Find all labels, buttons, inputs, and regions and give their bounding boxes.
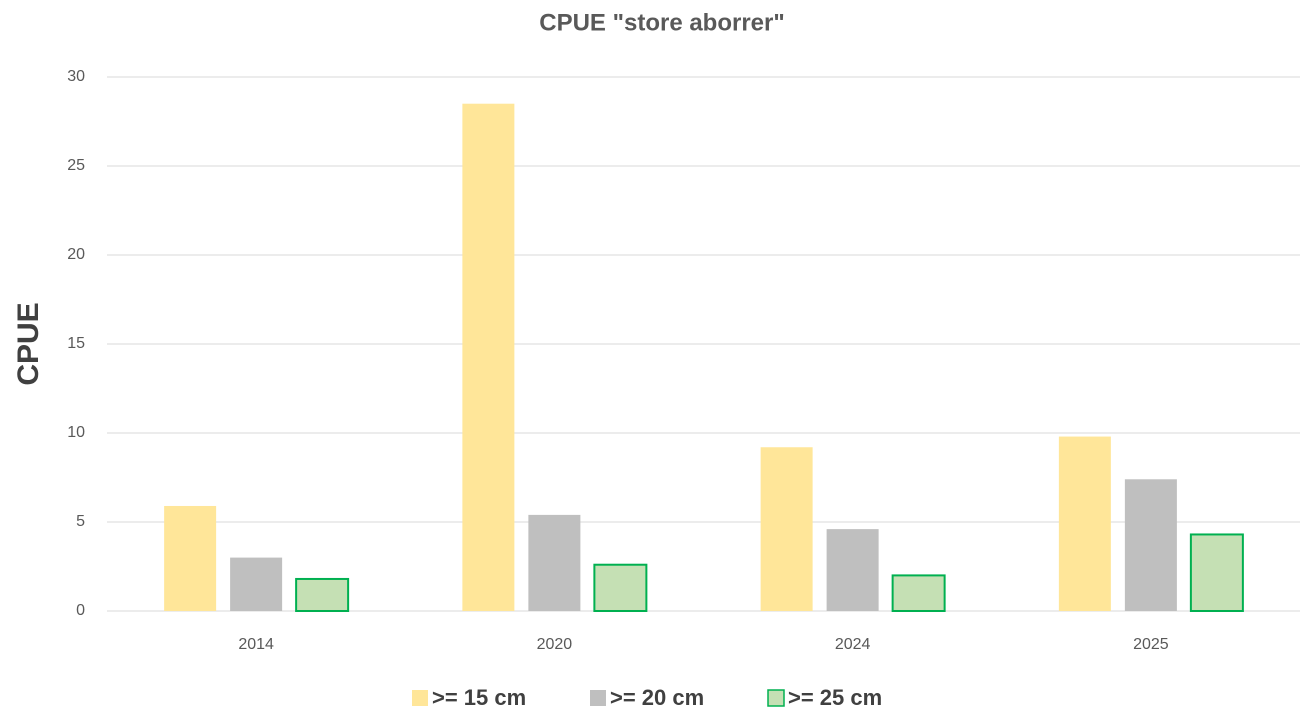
y-tick-label: 0 — [76, 602, 85, 619]
x-tick-label: 2020 — [537, 636, 573, 653]
bar — [462, 103, 515, 611]
x-tick-label: 2025 — [1133, 636, 1169, 653]
bar — [1124, 479, 1177, 611]
legend-label: >= 25 cm — [788, 685, 882, 710]
x-tick-label: 2024 — [835, 636, 871, 653]
y-tick-label: 30 — [67, 68, 85, 85]
bar — [891, 574, 946, 613]
bar — [528, 514, 581, 611]
y-tick-label: 5 — [76, 513, 85, 530]
chart-title: CPUE "store aborrer" — [539, 9, 785, 36]
y-axis-label: CPUE — [12, 302, 45, 385]
y-tick-label: 25 — [67, 157, 85, 174]
bar — [1189, 533, 1244, 613]
legend-swatch — [767, 689, 785, 707]
y-tick-label: 15 — [67, 335, 85, 352]
bar — [230, 557, 283, 611]
x-tick-label: 2014 — [238, 636, 274, 653]
y-tick-label: 10 — [67, 424, 85, 441]
bar — [164, 505, 217, 611]
bar — [593, 563, 648, 612]
legend-label: >= 15 cm — [432, 685, 526, 710]
bar — [760, 447, 813, 611]
bar — [826, 529, 879, 611]
legend-label: >= 20 cm — [610, 685, 704, 710]
y-tick-label: 20 — [67, 246, 85, 263]
bar — [1058, 436, 1111, 611]
legend-swatch — [590, 690, 606, 706]
bar — [295, 577, 350, 613]
legend-swatch — [412, 690, 428, 706]
